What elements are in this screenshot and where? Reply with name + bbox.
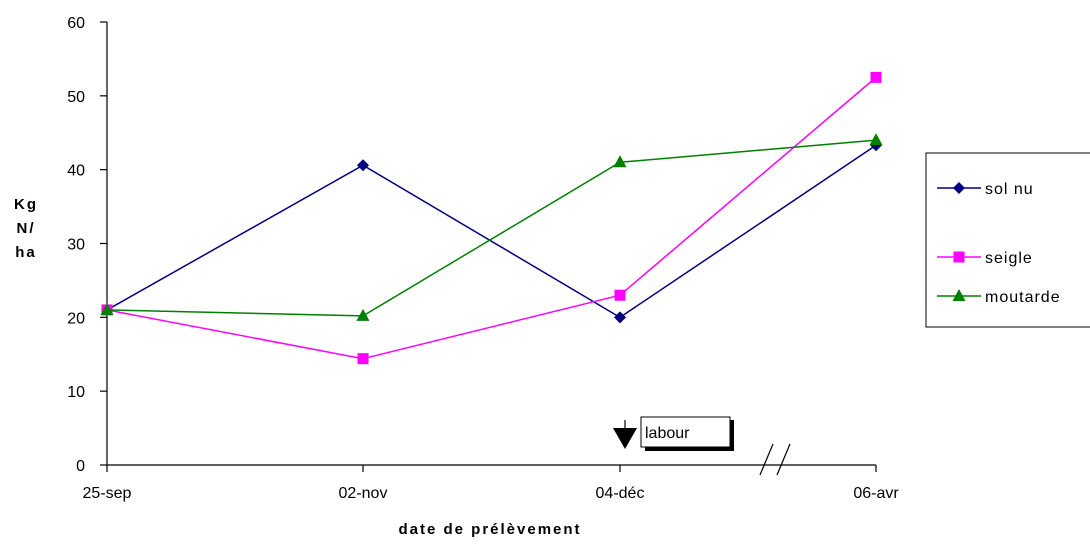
y-axis-title-line: ha	[15, 244, 37, 261]
x-tick-label: 06-avr	[853, 485, 899, 502]
labour-annotation: labour	[613, 416, 734, 451]
series-line	[106, 139, 877, 317]
square-marker	[614, 289, 626, 301]
square-marker	[870, 71, 882, 83]
x-tick-label: 25-sep	[83, 485, 132, 502]
square-marker	[357, 353, 369, 365]
series-moutarde	[100, 133, 883, 321]
y-tick-label: 10	[67, 384, 85, 401]
y-axis-title-line: N/	[17, 220, 36, 237]
legend-label: sol nu	[985, 181, 1034, 198]
axis-break-marker	[759, 443, 791, 476]
y-tick-labels: 0 10 20 30 40 50 60	[67, 15, 85, 475]
series-group	[100, 71, 883, 365]
legend-label: seigle	[985, 250, 1033, 267]
legend-item-seigle: seigle	[937, 250, 1033, 267]
y-tick-label: 0	[76, 458, 85, 475]
legend: sol nu seigle moutarde	[925, 152, 1090, 328]
diamond-marker	[614, 311, 626, 324]
series-seigle	[101, 71, 882, 365]
series-sol-nu	[101, 139, 882, 324]
series-line	[106, 144, 877, 319]
labour-box	[640, 416, 731, 448]
labour-label: labour	[645, 425, 690, 442]
legend-box	[925, 152, 1090, 328]
x-tick-labels: 25-sep 02-nov 04-déc 06-avr	[83, 485, 900, 502]
x-axis-title: date de prélèvement	[398, 521, 581, 538]
diamond-marker	[953, 182, 965, 194]
triangle-marker	[952, 289, 966, 301]
x-tick-label: 04-déc	[596, 485, 645, 502]
triangle-marker	[356, 308, 370, 321]
triangle-marker	[100, 302, 114, 315]
legend-label: moutarde	[985, 289, 1061, 306]
triangle-marker	[869, 133, 883, 146]
legend-item-sol-nu: sol nu	[937, 181, 1034, 198]
triangle-marker	[613, 155, 627, 168]
axes	[100, 21, 877, 472]
series-line	[106, 76, 877, 360]
diamond-marker	[357, 159, 369, 172]
y-axis-title-line: Kg	[14, 196, 38, 213]
labour-arrow-icon	[613, 428, 637, 449]
y-axis-title: Kg N/ha	[14, 196, 38, 261]
y-tick-label: 30	[67, 237, 85, 254]
y-tick-label: 20	[67, 310, 85, 327]
square-marker	[953, 251, 965, 263]
y-tick-label: 40	[67, 163, 85, 180]
x-tick-label: 02-nov	[339, 485, 388, 502]
legend-item-moutarde: moutarde	[937, 289, 1061, 306]
y-tick-label: 60	[67, 15, 85, 32]
y-tick-label: 50	[67, 89, 85, 106]
